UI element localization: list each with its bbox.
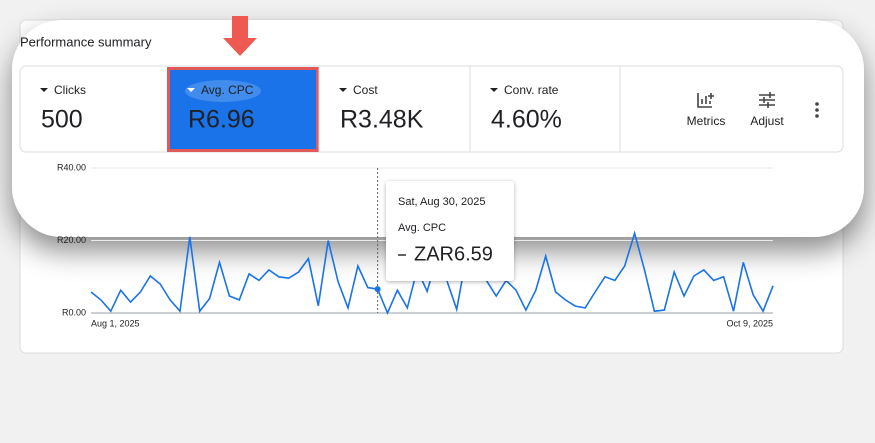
- section-title: Performance summary: [20, 34, 152, 49]
- tool-label: Adjust: [750, 114, 784, 128]
- metric-value: R3.48K: [340, 106, 424, 134]
- metric-label: Clicks: [54, 83, 86, 97]
- x-tick-label: Aug 1, 2025: [91, 318, 140, 328]
- metric-label: Avg. CPC: [201, 83, 254, 97]
- metric-tile[interactable]: Avg. CPC R6.96: [167, 67, 319, 152]
- tooltip-metric: Avg. CPC: [398, 222, 446, 234]
- metric-value: R6.96: [188, 106, 255, 134]
- adjust-icon: [759, 92, 775, 108]
- tooltip-date: Sat, Aug 30, 2025: [398, 196, 485, 208]
- hover-point: [374, 286, 381, 293]
- dropdown: [187, 88, 195, 92]
- y-tick-label: R20.00: [57, 235, 86, 245]
- y-tick-label: R0.00: [62, 307, 86, 317]
- tooltip: Sat, Aug 30, 2025 Avg. CPC ZAR6.59: [386, 181, 514, 281]
- more-menu[interactable]: [815, 102, 819, 118]
- tooltip-box: [386, 181, 514, 281]
- tool-button[interactable]: Metrics: [687, 93, 726, 128]
- dropdown: [339, 88, 347, 92]
- metric-label: Cost: [353, 83, 378, 97]
- metric-label: Conv. rate: [504, 83, 559, 97]
- dropdown: [490, 88, 498, 92]
- metrics-row: [19, 65, 844, 153]
- metric-tile[interactable]: Conv. rate 4.60%: [469, 66, 562, 152]
- tool-button[interactable]: Adjust: [750, 92, 784, 128]
- x-tick-label: Oct 9, 2025: [726, 318, 773, 328]
- arrow: [223, 16, 257, 56]
- metric-tile[interactable]: Cost R3.48K: [318, 66, 424, 152]
- tooltip-value: ZAR6.59: [414, 243, 493, 265]
- y-tick-label: R40.00: [57, 162, 86, 172]
- dropdown: [40, 88, 48, 92]
- label-highlight: [185, 80, 261, 102]
- metrics-icon: [697, 93, 714, 108]
- tool-label: Metrics: [687, 114, 726, 128]
- metric-tile[interactable]: Clicks 500: [40, 83, 86, 134]
- metric-value: 4.60%: [491, 106, 562, 134]
- metric-value: 500: [41, 106, 83, 134]
